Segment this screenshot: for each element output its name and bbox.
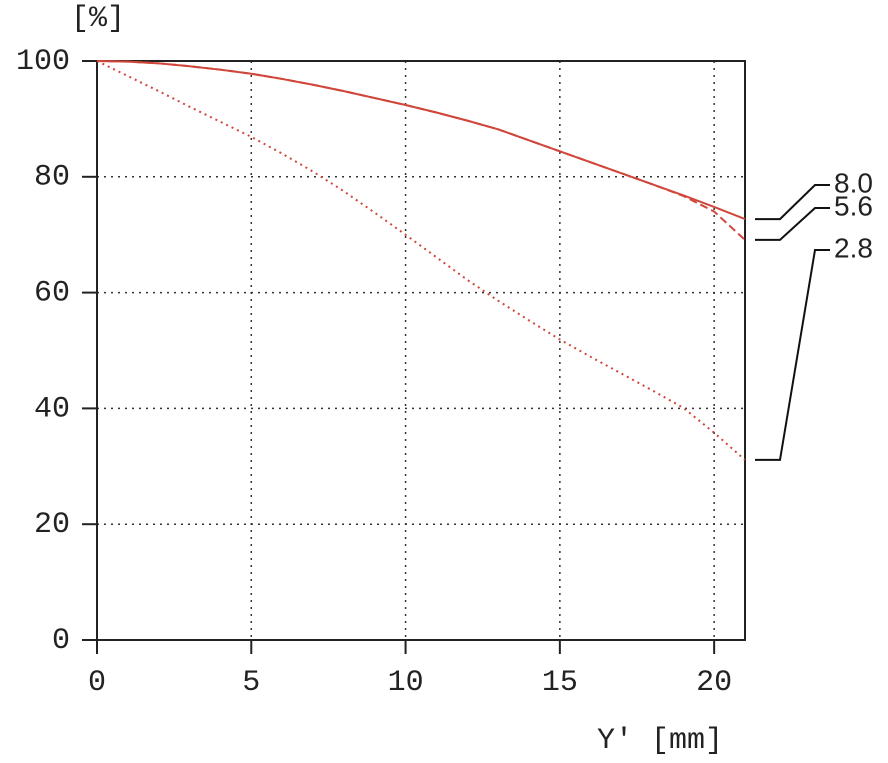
y-tick-label: 80 <box>34 161 70 195</box>
x-tick-label: 0 <box>88 666 106 700</box>
y-tick-label: 40 <box>34 392 70 426</box>
x-tick-label: 15 <box>542 666 578 700</box>
legend-label: 8.0 <box>834 167 873 198</box>
x-tick-label: 20 <box>696 666 732 700</box>
leader-line <box>755 184 830 221</box>
leader-line <box>755 207 830 241</box>
x-tick-label: 10 <box>388 666 424 700</box>
plot-frame <box>96 60 746 641</box>
y-tick-label: 20 <box>34 508 70 542</box>
series-line <box>96 60 746 241</box>
legend-label: 5.6 <box>834 190 873 221</box>
y-tick-label: 0 <box>52 624 70 658</box>
x-tick-label: 5 <box>242 666 260 700</box>
series-line <box>96 60 746 461</box>
y-tick-label: 60 <box>34 277 70 311</box>
y-axis-label: [%] <box>71 2 125 36</box>
legend-label: 2.8 <box>834 232 873 263</box>
x-axis-label: Y' [mm] <box>597 724 723 758</box>
leader-line <box>755 249 830 461</box>
series-line <box>96 60 746 220</box>
y-tick-label: 100 <box>16 45 70 79</box>
